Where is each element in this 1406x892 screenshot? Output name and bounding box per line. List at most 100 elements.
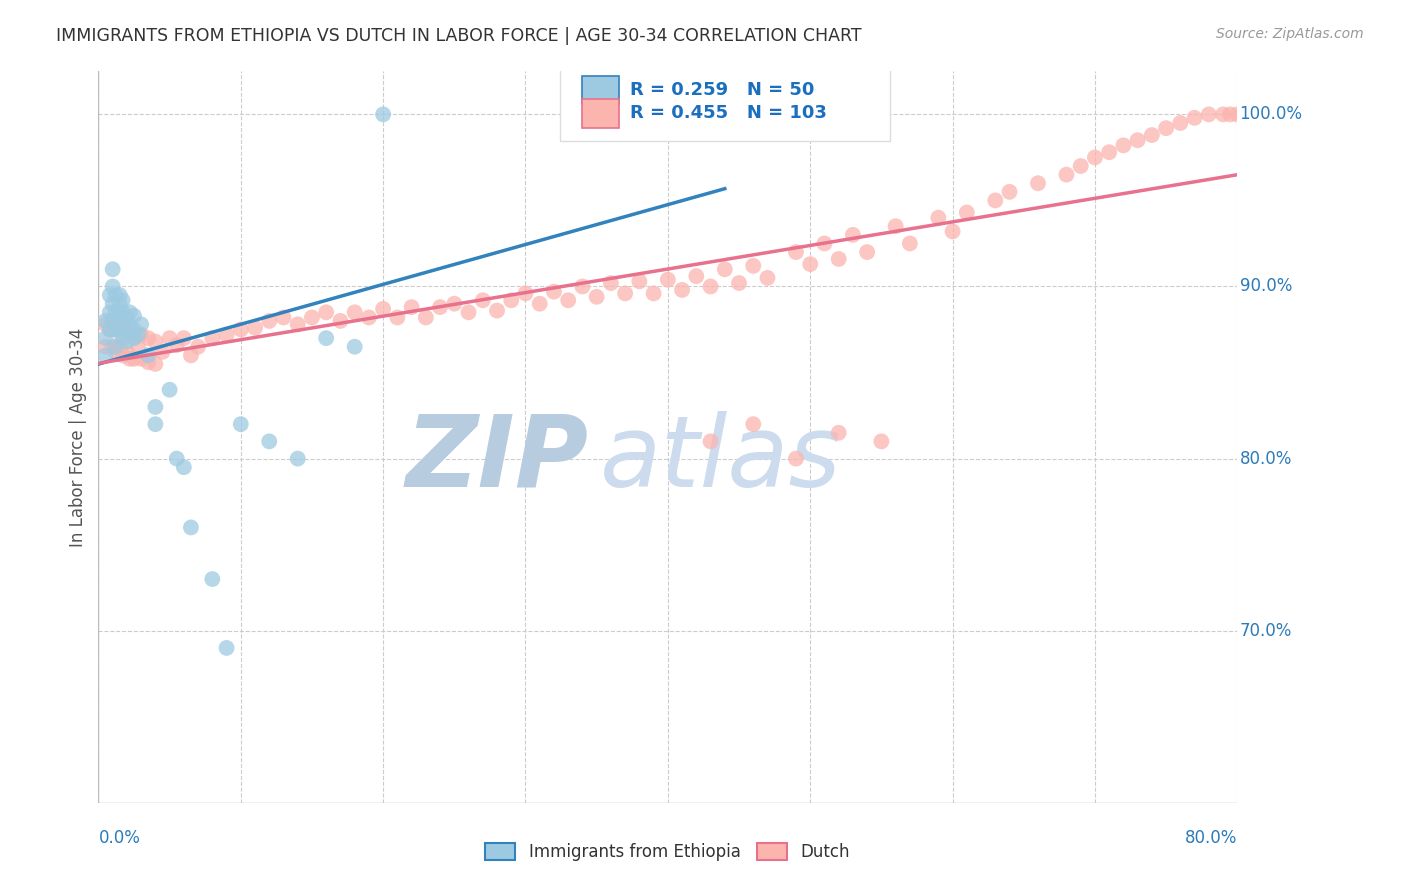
Point <box>856 245 879 260</box>
Point <box>315 305 337 319</box>
Point <box>111 327 134 342</box>
Point <box>136 355 159 369</box>
Point <box>1219 107 1241 121</box>
Point <box>94 318 117 332</box>
Point <box>201 331 224 345</box>
Point <box>122 322 145 336</box>
Point <box>287 451 309 466</box>
Point <box>799 257 821 271</box>
Point <box>259 434 281 449</box>
Point <box>94 348 117 362</box>
Point <box>104 322 127 336</box>
Point <box>728 276 751 290</box>
Text: 80.0%: 80.0% <box>1185 829 1237 847</box>
Point <box>173 331 195 345</box>
Point <box>94 340 117 354</box>
Point <box>457 305 479 319</box>
Point <box>699 279 721 293</box>
FancyBboxPatch shape <box>560 61 890 141</box>
Point <box>415 310 437 325</box>
Point <box>870 434 893 449</box>
Point <box>136 331 159 345</box>
Point <box>229 322 252 336</box>
Point <box>145 357 167 371</box>
Point <box>443 296 465 310</box>
Point <box>94 331 117 345</box>
Point <box>884 219 907 234</box>
Point <box>111 305 134 319</box>
Text: Source: ZipAtlas.com: Source: ZipAtlas.com <box>1216 27 1364 41</box>
Point <box>1212 107 1234 121</box>
Point <box>104 288 127 302</box>
Point <box>643 286 665 301</box>
FancyBboxPatch shape <box>582 99 619 128</box>
Text: 90.0%: 90.0% <box>1240 277 1292 295</box>
Point <box>471 293 494 308</box>
Point <box>742 259 765 273</box>
Text: ZIP: ZIP <box>405 410 588 508</box>
Point <box>315 331 337 345</box>
Point <box>108 318 131 332</box>
Point <box>273 310 295 325</box>
Point <box>657 272 679 286</box>
Point <box>1226 107 1249 121</box>
Point <box>108 305 131 319</box>
Point <box>98 322 121 336</box>
Point <box>101 262 124 277</box>
Point <box>145 417 167 432</box>
Point <box>401 300 423 314</box>
Point <box>1056 168 1078 182</box>
Point <box>486 303 509 318</box>
Point <box>111 331 134 345</box>
Point <box>108 322 131 336</box>
Point <box>115 322 138 336</box>
Point <box>1184 111 1206 125</box>
Text: atlas: atlas <box>599 410 841 508</box>
Point <box>159 331 181 345</box>
Point <box>714 262 737 277</box>
Point <box>927 211 949 225</box>
Point <box>357 310 380 325</box>
Text: IMMIGRANTS FROM ETHIOPIA VS DUTCH IN LABOR FORCE | AGE 30-34 CORRELATION CHART: IMMIGRANTS FROM ETHIOPIA VS DUTCH IN LAB… <box>56 27 862 45</box>
Point <box>180 348 202 362</box>
Point <box>301 310 323 325</box>
Y-axis label: In Labor Force | Age 30-34: In Labor Force | Age 30-34 <box>69 327 87 547</box>
Point <box>166 338 188 352</box>
Point <box>98 305 121 319</box>
Point <box>600 276 623 290</box>
Point <box>145 400 167 414</box>
Point <box>145 334 167 349</box>
Point <box>373 107 395 121</box>
Point <box>998 185 1021 199</box>
Point <box>122 331 145 345</box>
Text: R = 0.259   N = 50: R = 0.259 N = 50 <box>630 81 814 99</box>
Point <box>111 318 134 332</box>
Point <box>571 279 593 293</box>
Point <box>1198 107 1220 121</box>
Point <box>1112 138 1135 153</box>
Point <box>543 285 565 299</box>
Point <box>127 340 149 354</box>
Point <box>108 340 131 354</box>
Point <box>101 314 124 328</box>
Point <box>101 296 124 310</box>
Point <box>429 300 451 314</box>
Point <box>828 425 851 440</box>
Point <box>287 318 309 332</box>
Point <box>104 322 127 336</box>
Point <box>699 107 721 121</box>
Point <box>529 296 551 310</box>
Point <box>343 340 366 354</box>
Point <box>104 305 127 319</box>
Point <box>259 314 281 328</box>
Point <box>104 340 127 354</box>
Point <box>94 314 117 328</box>
Point <box>136 348 159 362</box>
Point <box>229 417 252 432</box>
Point <box>108 288 131 302</box>
Point <box>115 310 138 325</box>
Point <box>101 314 124 328</box>
Point <box>628 274 651 288</box>
Point <box>243 320 266 334</box>
Text: 100.0%: 100.0% <box>1240 105 1302 123</box>
